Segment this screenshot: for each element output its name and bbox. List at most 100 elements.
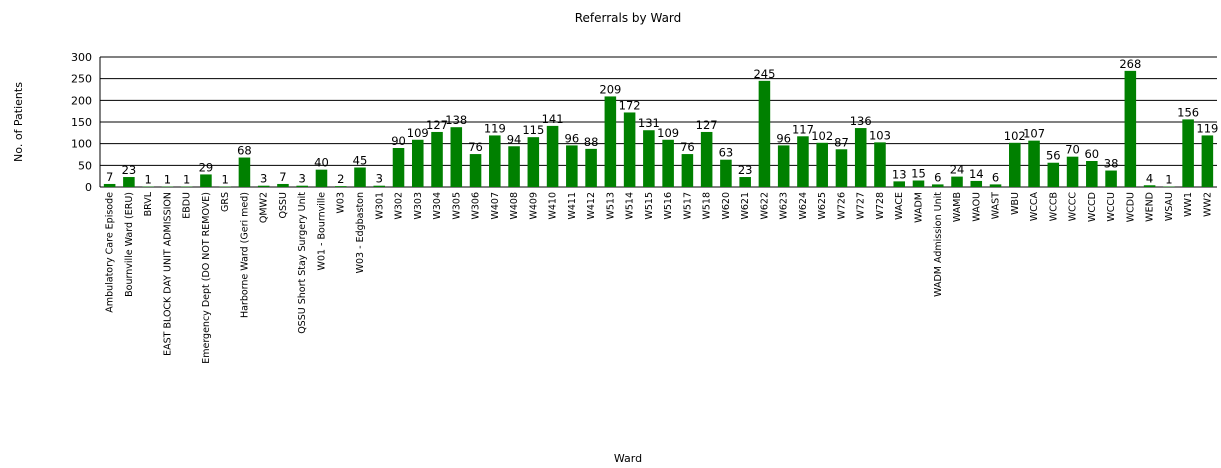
x-tick-label: WCCD bbox=[1087, 192, 1098, 222]
data-label: 70 bbox=[1065, 143, 1080, 157]
bar bbox=[489, 135, 501, 187]
x-tick-label: QSSU Short Stay Surgery Unit bbox=[297, 192, 308, 334]
bar bbox=[854, 128, 867, 187]
x-tick-label: WCCC bbox=[1068, 192, 1079, 222]
x-tick-label: W620 bbox=[721, 192, 732, 220]
data-label: 94 bbox=[507, 132, 522, 146]
data-label: 76 bbox=[680, 140, 695, 154]
bar bbox=[1066, 156, 1079, 187]
data-label: 131 bbox=[638, 116, 660, 130]
data-label: 136 bbox=[850, 114, 872, 128]
bar bbox=[257, 185, 270, 187]
x-tick-label: W621 bbox=[740, 192, 751, 220]
data-label: 119 bbox=[1196, 121, 1218, 135]
data-label: 268 bbox=[1119, 57, 1141, 71]
x-tick-label: W408 bbox=[509, 192, 520, 220]
data-label: 1 bbox=[183, 173, 190, 187]
x-tick-label: WADM bbox=[913, 192, 924, 223]
data-label: 13 bbox=[892, 167, 907, 181]
data-label: 117 bbox=[792, 122, 814, 136]
x-tick-label: Emergency Dept (DO NOT REMOVE) bbox=[201, 192, 212, 364]
bar bbox=[373, 185, 386, 187]
x-tick-label: W625 bbox=[817, 192, 828, 220]
y-tick-label: 100 bbox=[71, 138, 92, 151]
data-label: 29 bbox=[199, 160, 214, 174]
x-tick-label: Ambulatory Care Episode bbox=[105, 192, 116, 313]
data-label: 87 bbox=[834, 135, 849, 149]
y-tick-label: 200 bbox=[71, 94, 92, 107]
bar bbox=[835, 149, 848, 187]
bar bbox=[315, 169, 328, 187]
bar bbox=[874, 142, 886, 187]
x-tick-label: WEND bbox=[1145, 192, 1156, 222]
bar bbox=[643, 130, 655, 187]
bar bbox=[1143, 185, 1156, 187]
data-label: 96 bbox=[776, 131, 791, 145]
data-label: 14 bbox=[969, 167, 984, 181]
x-tick-label: WACE bbox=[894, 192, 905, 220]
x-tick-label: QMW2 bbox=[259, 192, 270, 223]
x-tick-label: WW1 bbox=[1183, 192, 1194, 217]
x-tick-label: WCCU bbox=[1106, 192, 1117, 222]
x-tick-label: QSSU bbox=[278, 192, 289, 219]
bar bbox=[739, 177, 751, 187]
data-label: 107 bbox=[1023, 127, 1045, 141]
data-label: 119 bbox=[484, 121, 506, 135]
data-label: 63 bbox=[719, 146, 734, 160]
bar bbox=[777, 145, 790, 187]
x-tick-label: EAST BLOCK DAY UNIT ADMISSION bbox=[162, 192, 173, 356]
x-tick-label: W01 - Bournville bbox=[316, 192, 327, 271]
data-label: 102 bbox=[811, 129, 833, 143]
bar bbox=[623, 112, 636, 187]
bar bbox=[1086, 161, 1098, 187]
x-tick-label: W514 bbox=[625, 192, 636, 220]
x-tick-label: WAOU bbox=[971, 192, 982, 222]
data-label: 209 bbox=[599, 82, 621, 96]
x-tick-label: W516 bbox=[663, 192, 674, 220]
x-axis-label: Ward bbox=[614, 452, 642, 465]
data-label: 3 bbox=[260, 172, 267, 186]
data-label: 76 bbox=[468, 140, 483, 154]
bar bbox=[411, 139, 424, 187]
x-tick-label: W727 bbox=[856, 192, 867, 220]
x-tick-label: WSAU bbox=[1164, 192, 1175, 221]
x-tick-label: W301 bbox=[374, 192, 385, 220]
bar bbox=[662, 139, 674, 187]
x-tick-label: W623 bbox=[779, 192, 790, 220]
data-label: 6 bbox=[992, 170, 999, 184]
y-tick-label: 50 bbox=[78, 159, 92, 172]
x-tick-label: WAST bbox=[991, 192, 1002, 219]
data-label: 138 bbox=[445, 113, 467, 127]
bar bbox=[334, 186, 347, 187]
x-tick-label: WAMB bbox=[952, 192, 963, 222]
x-tick-label: W306 bbox=[471, 192, 482, 220]
bar bbox=[296, 185, 308, 187]
bar bbox=[200, 174, 212, 187]
bar bbox=[893, 181, 906, 187]
x-tick-label: BRVL bbox=[143, 191, 154, 216]
x-tick-label: W728 bbox=[875, 192, 886, 220]
data-label: 109 bbox=[657, 126, 679, 140]
x-tick-label: W305 bbox=[451, 192, 462, 220]
data-label: 90 bbox=[391, 134, 406, 148]
x-tick-label: W409 bbox=[528, 192, 539, 220]
data-label: 88 bbox=[584, 135, 599, 149]
data-label: 172 bbox=[619, 98, 641, 112]
bar bbox=[604, 96, 617, 187]
bar bbox=[700, 131, 713, 187]
x-tick-label: W726 bbox=[836, 192, 847, 220]
bar bbox=[797, 136, 809, 187]
data-label: 3 bbox=[376, 172, 383, 186]
bar bbox=[508, 146, 520, 187]
x-tick-label: W410 bbox=[548, 192, 559, 220]
x-tick-label: WBU bbox=[1010, 192, 1021, 215]
bar bbox=[816, 142, 828, 187]
x-tick-label: W517 bbox=[682, 192, 693, 220]
data-label: 68 bbox=[237, 144, 252, 158]
bar bbox=[1047, 162, 1060, 187]
bar bbox=[931, 184, 944, 187]
data-label: 1 bbox=[144, 173, 151, 187]
x-tick-label: WW2 bbox=[1202, 192, 1213, 217]
bar bbox=[1124, 70, 1137, 187]
x-tick-label: W622 bbox=[759, 192, 770, 220]
